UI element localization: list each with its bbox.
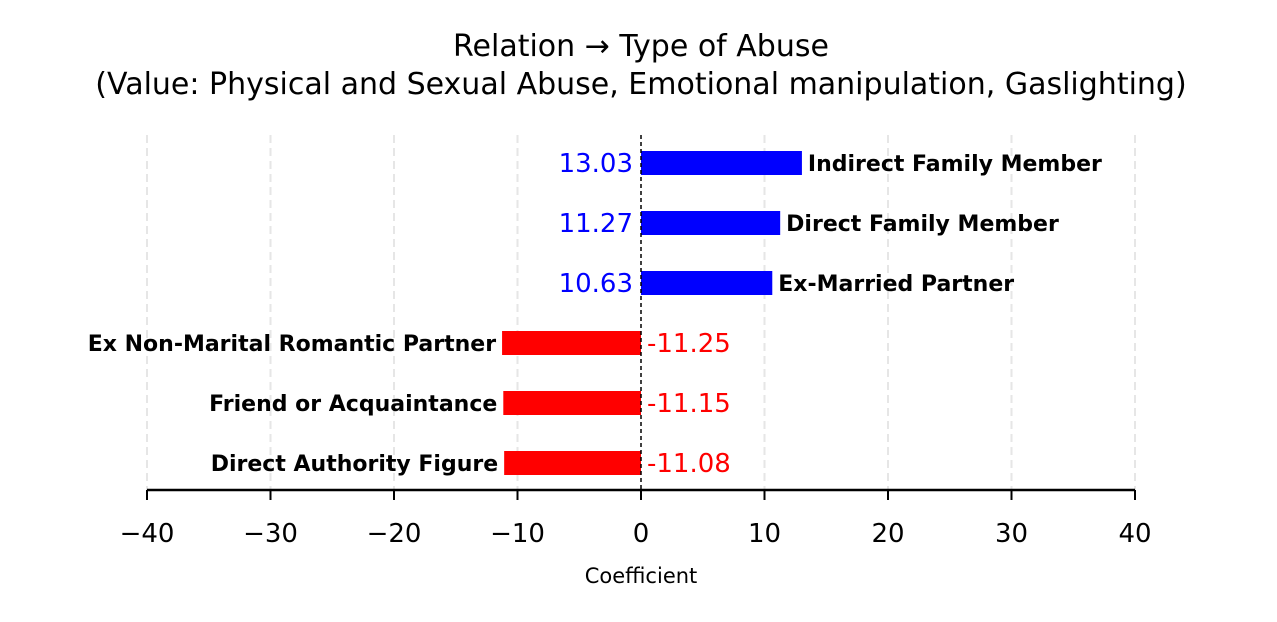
x-tick-label-7: 30	[995, 519, 1028, 549]
value-label-3: -11.25	[647, 329, 731, 359]
value-label-5: -11.08	[647, 449, 731, 479]
x-axis-label: Coefficient	[585, 564, 698, 588]
chart-title: Relation → Type of Abuse	[453, 29, 829, 64]
bar-4	[503, 391, 641, 415]
chart-subtitle: (Value: Physical and Sexual Abuse, Emoti…	[95, 67, 1186, 102]
x-tick-label-2: −20	[367, 519, 422, 549]
bar-5	[504, 451, 641, 475]
bars	[502, 151, 802, 475]
bar-3	[502, 331, 641, 355]
bar-2	[641, 271, 773, 295]
x-tick-label-3: −10	[490, 519, 545, 549]
value-label-4: -11.15	[647, 389, 731, 419]
category-label-3: Ex Non-Marital Romantic Partner	[88, 332, 496, 357]
x-tick-label-0: −40	[120, 519, 175, 549]
category-label-0: Indirect Family Member	[808, 152, 1102, 177]
x-tick-label-4: 0	[633, 519, 650, 549]
value-label-1: 11.27	[559, 209, 633, 239]
category-label-1: Direct Family Member	[786, 212, 1059, 237]
bar-labels: Indirect Family Member 13.03 Direct Family…	[88, 149, 1102, 479]
category-label-4: Friend or Acquaintance	[209, 392, 497, 417]
x-axis: −40 −30 −20 −10 0 10 20 30 40	[120, 135, 1152, 549]
x-tick-label-8: 40	[1118, 519, 1151, 549]
bar-1	[641, 211, 781, 235]
value-label-2: 10.63	[559, 269, 633, 299]
value-label-0: 13.03	[559, 149, 633, 179]
bar-0	[641, 151, 802, 175]
grid-lines	[146, 135, 1136, 490]
category-label-5: Direct Authority Figure	[211, 452, 498, 477]
x-tick-label-1: −30	[243, 519, 298, 549]
x-tick-label-5: 10	[748, 519, 781, 549]
x-tick-label-6: 20	[871, 519, 904, 549]
category-label-2: Ex-Married Partner	[778, 272, 1014, 297]
